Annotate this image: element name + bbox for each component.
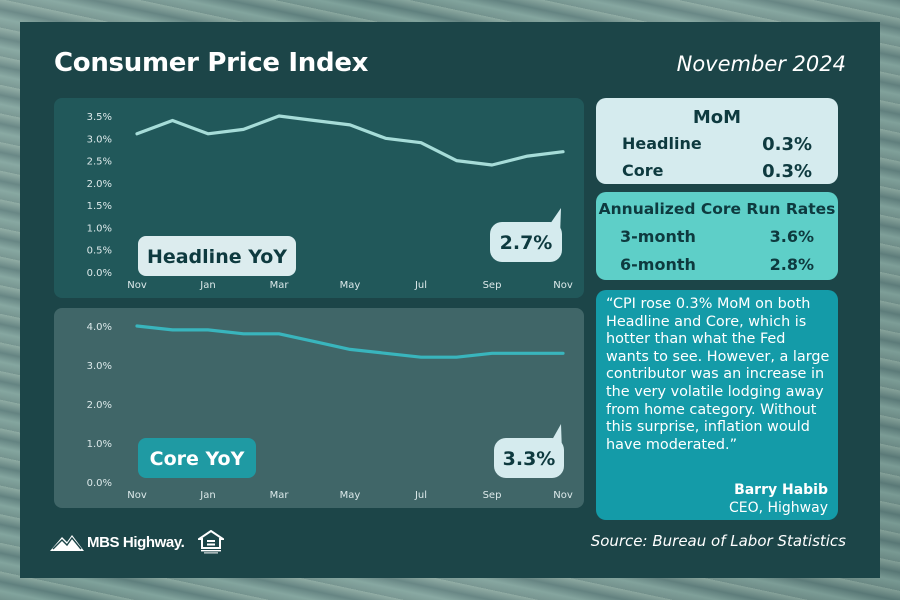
source-note: Source: Bureau of Labor Statistics <box>590 532 846 550</box>
run-rate-value: 2.8% <box>769 255 814 274</box>
x-tick-label: Nov <box>127 490 147 501</box>
callout-box <box>494 438 564 478</box>
callout-value: 3.3% <box>503 448 556 470</box>
series-line <box>135 114 565 167</box>
mom-card: MoM Headline 0.3% Core 0.3% <box>596 98 838 184</box>
chart-background <box>54 98 584 298</box>
y-tick-label: 3.0% <box>87 361 112 372</box>
y-tick-label: 0.5% <box>87 246 112 257</box>
series-label-box <box>138 438 256 478</box>
run-rate-row-3-month: 3-month 3.6% <box>596 227 838 246</box>
page-title: Consumer Price Index <box>54 48 369 78</box>
run-rate-label: 3-month <box>620 227 696 246</box>
chart-svg: 0.0% 1.0% 2.0% 3.0% 4.0% Nov Jan Mar May Jul Sep No… <box>54 308 584 508</box>
run-rates-card: Annualized Core Run Rates 3-month 3.6% 6… <box>596 192 838 280</box>
y-tick-label: 3.0% <box>87 134 112 145</box>
mom-value: 0.3% <box>762 161 812 182</box>
x-tick-label: Mar <box>270 490 290 501</box>
y-tick-label: 0.0% <box>87 478 112 489</box>
mom-value: 0.3% <box>762 134 812 155</box>
y-tick-label: 1.5% <box>87 201 112 212</box>
run-rates-title: Annualized Core Run Rates <box>598 200 836 218</box>
equal-housing-icon <box>198 530 225 554</box>
x-tick-label: Jan <box>199 280 215 291</box>
x-tick-label: Jul <box>414 490 427 501</box>
run-rate-value: 3.6% <box>769 227 814 246</box>
x-tick-label: Sep <box>483 280 502 291</box>
mom-row-core: Core 0.3% <box>596 161 838 182</box>
headline-yoy-chart: 0.0% 0.5% 1.0% 1.5% 2.0% 2.5% 3.0% 3.5% Nov Jan Ma… <box>54 98 584 298</box>
run-rate-label: 6-month <box>620 255 696 274</box>
mom-label: Headline <box>622 134 702 153</box>
series-label-box <box>138 236 296 276</box>
x-tick-label: Jan <box>199 490 215 501</box>
quote-author-role: CEO, Highway <box>728 500 828 516</box>
series-line <box>135 324 565 359</box>
quote-author: Barry Habib <box>734 482 828 498</box>
chart-background <box>54 308 584 508</box>
core-yoy-chart: 0.0% 1.0% 2.0% 3.0% 4.0% Nov Jan Mar May Jul Sep No… <box>54 308 584 508</box>
x-tick-label: May <box>340 280 361 291</box>
series-label: Core YoY <box>150 448 245 470</box>
brand-name: MBS Highway. <box>87 533 185 551</box>
x-tick-label: Sep <box>483 490 502 501</box>
infographic-panel: Consumer Price Index November 2024 0.0% 0… <box>20 22 880 578</box>
y-tick-label: 2.5% <box>87 157 112 168</box>
y-tick-label: 0.0% <box>87 268 112 279</box>
series-label: Headline YoY <box>147 246 287 268</box>
x-tick-label: Nov <box>553 280 573 291</box>
run-rate-row-6-month: 6-month 2.8% <box>596 255 838 274</box>
y-tick-label: 1.0% <box>87 223 112 234</box>
mom-label: Core <box>622 161 664 180</box>
y-tick-label: 1.0% <box>87 439 112 450</box>
x-tick-label: Nov <box>553 490 573 501</box>
chart-svg: 0.0% 0.5% 1.0% 1.5% 2.0% 2.5% 3.0% 3.5% Nov Jan Ma… <box>54 98 584 298</box>
quote-card: “CPI rose 0.3% MoM on both Headline and … <box>596 290 838 520</box>
y-tick-label: 2.0% <box>87 179 112 190</box>
x-tick-label: Nov <box>127 280 147 291</box>
x-tick-label: May <box>340 490 361 501</box>
mom-row-headline: Headline 0.3% <box>596 134 838 155</box>
callout-value: 2.7% <box>500 232 553 254</box>
x-tick-label: Jul <box>414 280 427 291</box>
brand-logo: MBS Highway. <box>50 530 225 554</box>
report-date: November 2024 <box>676 52 846 76</box>
callout-box <box>490 222 562 262</box>
mom-title: MoM <box>692 107 742 128</box>
y-tick-label: 4.0% <box>87 322 112 333</box>
y-tick-label: 3.5% <box>87 112 112 123</box>
y-tick-label: 2.0% <box>87 400 112 411</box>
mountain-logo-icon <box>50 535 84 551</box>
x-tick-label: Mar <box>270 280 290 291</box>
quote-text: “CPI rose 0.3% MoM on both Headline and … <box>606 296 830 453</box>
